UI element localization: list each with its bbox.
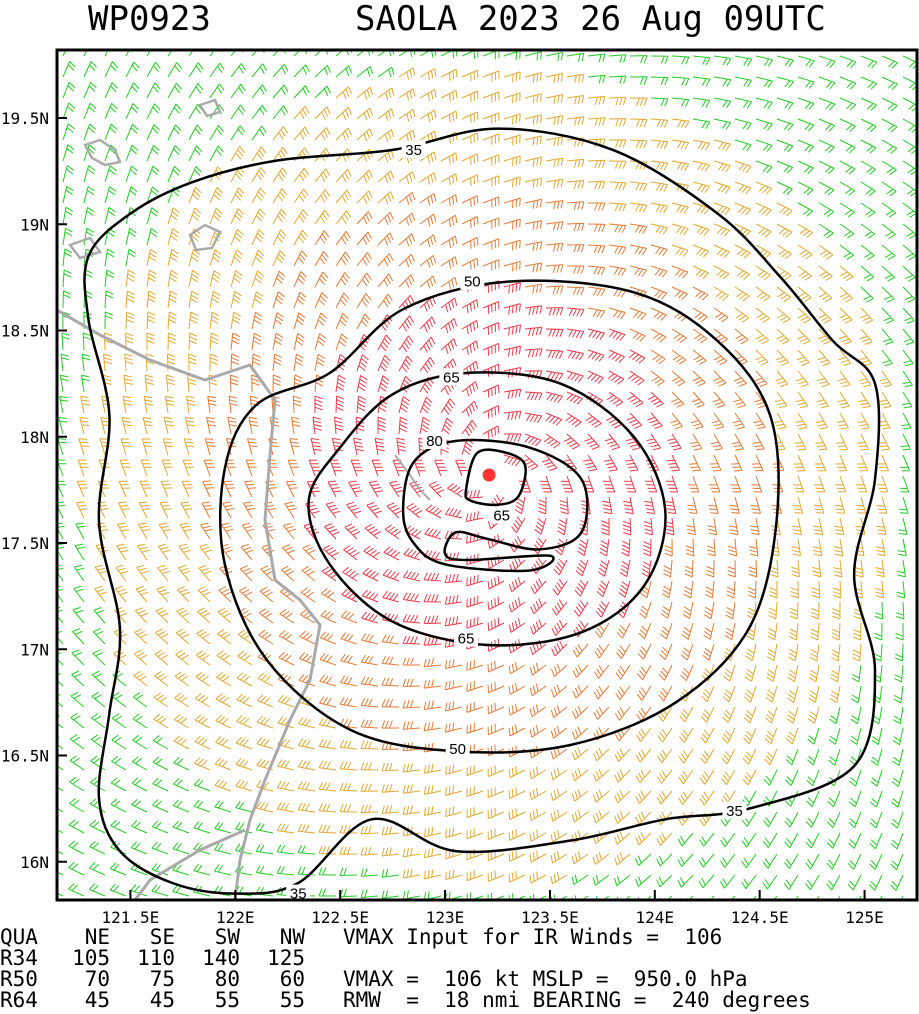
storm-id: WP0923 xyxy=(88,0,211,39)
y-tick-label: 18N xyxy=(20,428,49,447)
contour-label-35-2: 35 xyxy=(726,803,743,820)
footer-vmax-mslp-line: VMAX = 106 kt MSLP = 950.0 hPa xyxy=(343,967,748,991)
plot-frame xyxy=(55,48,919,902)
y-axis: 16N 16.5N 17N 17.5N 18N 18.5N 19N 19.5N xyxy=(1,109,67,872)
y-tick-label: 17N xyxy=(20,640,49,659)
footer-cell-r2-c2: 75 xyxy=(150,967,175,991)
footer: QUA NE SE SW NW R34 105 110 140 125 R50 70 75 80 60 R64… xyxy=(0,925,811,1012)
contour-label-bg xyxy=(454,629,479,647)
footer-cell-r2-c4: 60 xyxy=(280,967,305,991)
footer-cell-r0-c1: NE xyxy=(85,925,110,949)
footer-cell-r2-c3: 80 xyxy=(215,967,240,991)
barbs-speed-lt34 xyxy=(57,50,917,900)
coastline xyxy=(57,98,431,900)
x-tick-label: 125E xyxy=(845,908,884,927)
contour-label-bg xyxy=(722,801,747,819)
coastline-south xyxy=(133,828,246,900)
y-tick-label: 16.5N xyxy=(1,747,49,766)
footer-cell-r3-c2: 45 xyxy=(150,988,175,1012)
contour-95 xyxy=(464,448,527,507)
island-1 xyxy=(83,138,122,167)
x-axis: 121.5E 122E 122.5E 123E 123.5E 124E 124.5E 125E xyxy=(102,890,884,927)
island-4 xyxy=(198,98,222,118)
coastline-luzon xyxy=(57,308,322,900)
coastline-inner xyxy=(394,454,431,501)
contour-label-bg xyxy=(422,432,447,449)
footer-cell-r2-c0: R50 xyxy=(0,967,38,991)
footer-cell-r3-c4: 55 xyxy=(280,988,305,1012)
footer-cell-r1-c0: R34 xyxy=(0,946,38,970)
contour-label-65-2: 65 xyxy=(458,631,475,648)
contour-label-50-1: 50 xyxy=(464,274,481,291)
footer-rmw-line: RMW = 18 nmi BEARING = 240 degrees xyxy=(343,988,811,1012)
contour-label-35-1: 35 xyxy=(405,142,422,159)
storm-center xyxy=(482,468,496,482)
y-tick-label: 19N xyxy=(20,215,49,234)
footer-cell-r0-c4: NW xyxy=(280,925,306,949)
footer-cell-r3-c0: R64 xyxy=(0,988,38,1012)
footer-cell-r3-c3: 55 xyxy=(215,988,240,1012)
contour-label-bg xyxy=(286,884,311,900)
storm-title: SAOLA 2023 26 Aug 09UTC xyxy=(355,0,826,39)
contours: 35 35 35 50 50 65 65 65 80 xyxy=(83,127,881,903)
contour-65 xyxy=(307,371,667,647)
center-dot xyxy=(482,468,496,482)
contour-label-bg xyxy=(489,506,514,524)
x-tick-label: 123.5E xyxy=(521,908,579,927)
contour-label-80-1: 80 xyxy=(426,433,443,450)
barbs-speed-34-50 xyxy=(76,67,893,885)
contour-80 xyxy=(401,438,589,573)
contour-label-bg xyxy=(445,740,470,758)
footer-cell-r1-c3: 140 xyxy=(202,946,240,970)
footer-cell-r1-c1: 105 xyxy=(72,946,110,970)
contour-35 xyxy=(83,127,881,895)
island-2 xyxy=(188,223,222,252)
y-tick-label: 17.5N xyxy=(1,534,49,553)
y-tick-label: 18.5N xyxy=(1,322,49,341)
contour-label-bg xyxy=(401,140,426,158)
plot-area: 35 35 35 50 50 65 65 65 80 xyxy=(55,48,919,903)
x-tick-label: 124.5E xyxy=(731,908,789,927)
wind-barbs xyxy=(57,50,917,900)
contour-label-bg xyxy=(460,272,485,290)
footer-cell-r1-c2: 110 xyxy=(137,946,175,970)
contour-label-50-2: 50 xyxy=(449,741,466,758)
footer-cell-r0-c0: QUA xyxy=(0,925,38,949)
x-tick-label: 124E xyxy=(636,908,675,927)
contour-50 xyxy=(218,279,780,754)
x-tick-label: 121.5E xyxy=(102,908,160,927)
island-3 xyxy=(67,236,103,260)
footer-cell-r3-c1: 45 xyxy=(85,988,110,1012)
footer-vmax-ir-line: VMAX Input for IR Winds = 106 xyxy=(343,925,722,949)
x-tick-label: 122.5E xyxy=(311,908,369,927)
footer-cell-r1-c4: 125 xyxy=(267,946,305,970)
footer-cell-r2-c1: 70 xyxy=(85,967,110,991)
footer-cell-r0-c3: SW xyxy=(215,925,241,949)
y-tick-label: 19.5N xyxy=(1,109,49,128)
contour-label-bg xyxy=(439,368,464,386)
footer-cell-r0-c2: SE xyxy=(150,925,175,949)
x-tick-label: 123E xyxy=(426,908,465,927)
y-tick-label: 16N xyxy=(20,853,49,872)
barbs-speed-50-64 xyxy=(200,192,785,760)
contour-label-65-1: 65 xyxy=(443,369,460,386)
x-tick-label: 122E xyxy=(216,908,255,927)
contour-label-65-3: 65 xyxy=(493,507,510,524)
contour-label-35-3: 35 xyxy=(290,886,307,903)
